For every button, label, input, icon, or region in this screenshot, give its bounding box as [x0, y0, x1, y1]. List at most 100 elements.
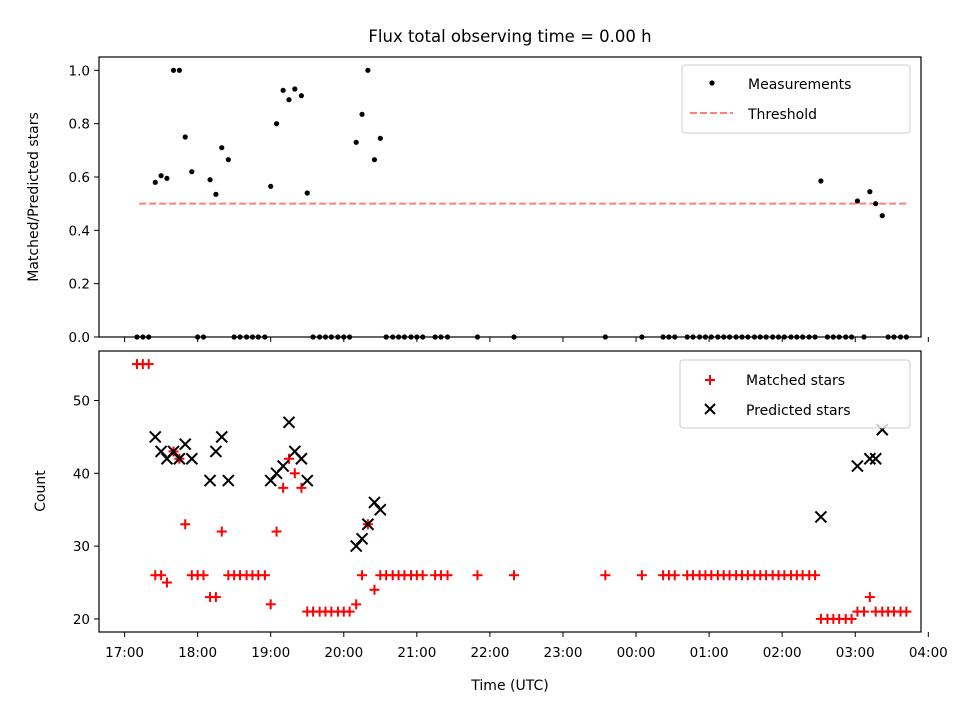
matched-star-point: [289, 468, 300, 479]
predicted-star-point: [149, 430, 162, 444]
top-y-tick-label: 0.2: [69, 277, 90, 293]
measurement-point: [164, 175, 170, 181]
predicted-star-point: [173, 452, 186, 465]
top-legend: Measurements Threshold: [681, 64, 911, 134]
predicted-star-point: [869, 452, 882, 465]
top-y-tick-label: 0.8: [69, 117, 90, 133]
matched-star-point: [509, 570, 520, 581]
predicted-star-point: [185, 452, 199, 465]
matched-star-point: [198, 570, 209, 581]
matched-star-point: [265, 599, 276, 610]
measurement-point: [170, 67, 177, 73]
matched-star-point: [296, 482, 307, 493]
measurement-point: [873, 201, 879, 207]
measurement-point: [292, 86, 298, 92]
measurement-point: [353, 139, 359, 145]
matched-star-point: [810, 570, 821, 581]
predicted-star-point: [295, 452, 308, 465]
matched-star-point: [156, 570, 167, 581]
measurement-point: [176, 67, 182, 73]
matched-star-point: [442, 570, 453, 581]
x-tick-label: 18:00: [178, 645, 217, 661]
predicted-star-point: [368, 496, 381, 509]
measurement-point: [268, 183, 274, 189]
predicted-star-point: [154, 445, 168, 458]
x-axis-ticks: 17:00 18:00 19:00 20:00 21:00 22:00 23:00 00:00…: [105, 337, 948, 661]
legend-label-predicted-stars: Predicted stars: [746, 403, 851, 419]
matched-star-point: [636, 570, 647, 581]
x-tick-label: 23:00: [544, 645, 583, 661]
matched-star-point: [357, 570, 368, 581]
predicted-star-point: [209, 445, 223, 458]
matched-star-point: [859, 606, 870, 617]
predicted-star-point: [179, 437, 192, 451]
matched-star-point: [161, 577, 172, 588]
predicted-star-point: [276, 459, 290, 473]
bottom-y-tick-label: 30: [73, 539, 90, 555]
measurement-point: [213, 191, 219, 197]
x-tick-label: 19:00: [251, 645, 290, 661]
matched-star-point: [846, 613, 857, 624]
measurement-point: [280, 87, 286, 93]
predicted-star-point: [814, 510, 828, 524]
predicted-star-point: [264, 474, 277, 487]
measurement-point: [219, 145, 225, 151]
measurement-point: [286, 97, 292, 103]
matched-star-point: [216, 526, 227, 537]
legend-marker-matched-stars: [705, 375, 715, 385]
matched-star-point: [180, 519, 191, 530]
bottom-y-tick-label: 20: [73, 612, 90, 628]
bottom-y-tick-label: 50: [73, 394, 90, 410]
predicted-star-point: [851, 459, 864, 473]
matched-star-point: [369, 584, 380, 595]
x-tick-label: 00:00: [617, 645, 656, 661]
predicted-star-point: [301, 474, 314, 487]
legend-label-threshold: Threshold: [747, 107, 817, 123]
measurement-point: [365, 67, 371, 73]
x-tick-label: 04:00: [909, 645, 948, 661]
measurement-point: [867, 189, 873, 195]
predicted-star-point: [222, 474, 235, 487]
x-tick-label: 20:00: [324, 645, 363, 661]
measurement-point: [359, 111, 365, 117]
measurement-point: [304, 190, 310, 196]
bottom-panel-y-ticks: 20 30 40 50: [73, 394, 99, 628]
bottom-legend-box: [679, 359, 911, 429]
legend-marker-measurements: [709, 80, 715, 86]
measurement-point: [273, 121, 280, 127]
measurement-point: [182, 134, 188, 140]
predicted-star-point: [349, 539, 363, 553]
x-tick-label: 22:00: [470, 645, 509, 661]
top-panel-y-ticks: 0.0 0.2 0.4 0.6 0.8 1.0: [69, 63, 99, 346]
x-tick-label: 01:00: [690, 645, 729, 661]
legend-label-matched-stars: Matched stars: [746, 373, 845, 389]
top-y-axis-label: Matched/Predicted stars: [26, 112, 42, 282]
top-legend-box: [681, 64, 911, 134]
matched-star-point: [600, 570, 611, 581]
predicted-star-point: [361, 518, 375, 531]
top-y-tick-label: 0.4: [69, 223, 90, 239]
matched-star-point: [864, 592, 875, 603]
measurement-point: [298, 93, 304, 99]
x-tick-label: 03:00: [836, 645, 875, 661]
matched-star-point: [351, 599, 362, 610]
top-y-tick-label: 0.6: [69, 170, 90, 186]
measurement-point: [377, 135, 383, 141]
measurement-point: [854, 198, 861, 204]
legend-marker-predicted-stars: [704, 403, 716, 415]
bottom-y-tick-label: 40: [73, 466, 90, 482]
matched-star-point: [259, 570, 270, 581]
x-tick-label: 21:00: [397, 645, 436, 661]
matched-star-point: [271, 526, 282, 537]
predicted-star-point: [374, 503, 387, 516]
measurement-point: [225, 157, 231, 163]
measurement-point: [189, 169, 195, 175]
top-y-tick-label: 1.0: [69, 63, 90, 79]
predicted-star-point: [863, 452, 877, 465]
x-tick-label: 17:00: [105, 645, 144, 661]
predicted-star-point: [355, 532, 369, 546]
matched-star-point: [472, 570, 483, 581]
measurement-point: [879, 213, 885, 219]
predicted-stars-series: [149, 416, 889, 553]
